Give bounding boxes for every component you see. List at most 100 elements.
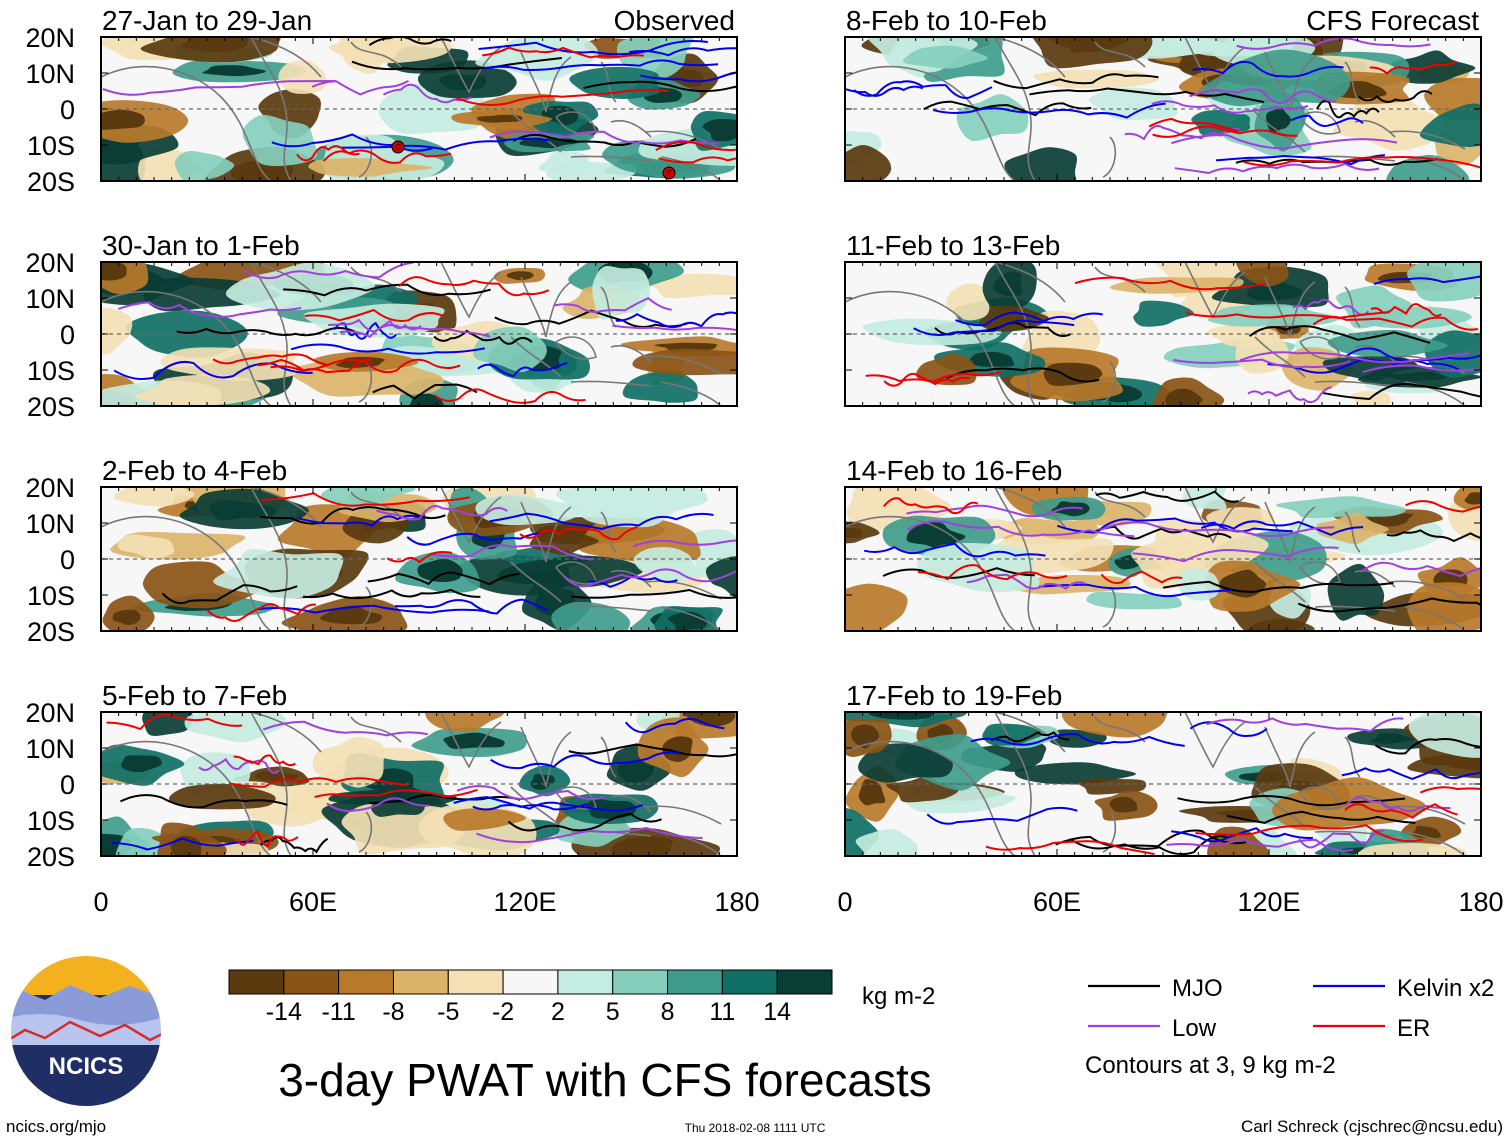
- contour-line: [1243, 156, 1481, 169]
- ncics-logo: NCICS: [9, 954, 163, 1108]
- contour-line: [367, 571, 520, 586]
- contour-line: [990, 731, 1070, 743]
- contour-line: [985, 840, 1155, 856]
- contour-line: [955, 311, 1103, 327]
- legend-label: ER: [1397, 1015, 1430, 1042]
- contour-line: [261, 492, 470, 507]
- contour-line: [483, 59, 719, 71]
- pwat-anomaly-core: [476, 114, 523, 123]
- coastline: [1264, 726, 1316, 788]
- pwat-anomaly-core: [1043, 362, 1103, 386]
- contour-line: [112, 837, 254, 851]
- contour-line: [1370, 303, 1442, 317]
- contour-line: [1162, 580, 1394, 593]
- pwat-anomaly-core: [417, 558, 463, 583]
- pwat-anomaly-shading: [632, 348, 737, 376]
- contour-line: [932, 102, 1166, 119]
- pwat-anomaly-core: [112, 609, 141, 625]
- y-tick-label: 0: [60, 95, 75, 125]
- pwat-anomaly-shading: [174, 151, 235, 181]
- contour-line: [260, 506, 446, 525]
- coastline: [1299, 786, 1341, 810]
- pwat-anomaly-core: [1370, 733, 1418, 744]
- coastline: [555, 786, 597, 810]
- contour-line: [993, 73, 1159, 90]
- y-tick-label: 10N: [25, 509, 75, 539]
- coastline: [250, 712, 322, 753]
- contour-line: [1029, 87, 1265, 104]
- coastline: [1299, 111, 1341, 135]
- y-tick-label: 10N: [25, 59, 75, 89]
- contour-line: [1100, 570, 1183, 585]
- colorbar-swatch: [228, 969, 285, 995]
- contour-line: [1171, 827, 1313, 843]
- contour-line: [339, 324, 491, 339]
- colorbar-swatch: [392, 969, 449, 995]
- contour-line: [1195, 824, 1424, 843]
- contour-line: [583, 80, 737, 93]
- coastline: [600, 511, 617, 553]
- coastline: [660, 606, 722, 631]
- panel-period-label: 14-Feb to 16-Feb: [846, 455, 1062, 486]
- contour-line: [372, 383, 478, 400]
- pwat-anomaly-shading: [1089, 87, 1178, 121]
- coastline: [645, 580, 722, 600]
- coastline: [440, 487, 502, 544]
- coastline: [350, 491, 402, 518]
- coastline: [250, 262, 292, 406]
- contour-line: [970, 733, 1185, 747]
- footer-author: Carl Schreck (cjschrec@ncsu.edu): [1241, 1117, 1503, 1136]
- contour-line: [455, 88, 669, 107]
- coastline: [520, 276, 572, 338]
- contour-line: [1360, 561, 1481, 578]
- coastline: [1102, 136, 1117, 178]
- colorbar-swatch: [338, 969, 394, 995]
- colorbar-swatch: [447, 969, 504, 995]
- pwat-anomaly-shading: [616, 37, 694, 78]
- footer-link[interactable]: ncics.org/mjo: [6, 1117, 106, 1136]
- pwat-anomaly-shading: [117, 534, 175, 559]
- coastline: [1184, 487, 1246, 544]
- coastline: [520, 501, 572, 563]
- contour-line: [507, 812, 662, 832]
- contour-line: [1345, 347, 1481, 362]
- map-panel: 14-Feb to 16-Feb: [844, 455, 1482, 632]
- pwat-anomaly-core: [1165, 388, 1203, 406]
- pwat-anomaly-shading: [225, 262, 376, 311]
- pwat-anomaly-shading: [845, 583, 908, 631]
- contour-line: [624, 717, 725, 734]
- contour-line: [883, 372, 970, 387]
- pwat-anomaly-core: [611, 835, 673, 856]
- contour-line: [1344, 803, 1458, 819]
- coastline: [250, 712, 292, 856]
- pwat-anomaly-shading: [858, 743, 953, 783]
- contour-line: [906, 504, 1083, 518]
- pwat-anomaly-shading: [1061, 712, 1168, 738]
- pwat-anomaly-shading: [473, 326, 547, 373]
- pwat-anomaly-shading: [242, 114, 318, 167]
- contour-line: [482, 46, 644, 59]
- pwat-anomaly-shading: [862, 318, 1002, 346]
- contour-line: [394, 598, 549, 615]
- pwat-anomaly-core: [662, 736, 693, 762]
- coastline: [510, 111, 562, 153]
- contour-line: [1373, 275, 1481, 286]
- contour-line: [212, 353, 329, 367]
- coastline: [1102, 811, 1117, 853]
- pwat-anomaly-shading: [1207, 304, 1340, 327]
- contour-line: [1189, 88, 1337, 104]
- legend-label: MJO: [1172, 975, 1223, 1002]
- contour-line: [233, 754, 296, 767]
- pwat-anomaly-core: [202, 65, 267, 77]
- coastline: [610, 344, 652, 363]
- contour-line: [1206, 717, 1404, 733]
- contour-line: [512, 133, 697, 148]
- footer-timestamp: Thu 2018-02-08 1111 UTC: [685, 1121, 826, 1135]
- pwat-anomaly-core: [906, 522, 966, 549]
- contour-line: [917, 564, 1068, 581]
- coastline: [845, 740, 1016, 856]
- coastline: [1102, 361, 1117, 403]
- y-tick-label: 20S: [27, 842, 75, 872]
- contour-line: [1074, 276, 1266, 291]
- pwat-anomaly-shading: [101, 308, 133, 355]
